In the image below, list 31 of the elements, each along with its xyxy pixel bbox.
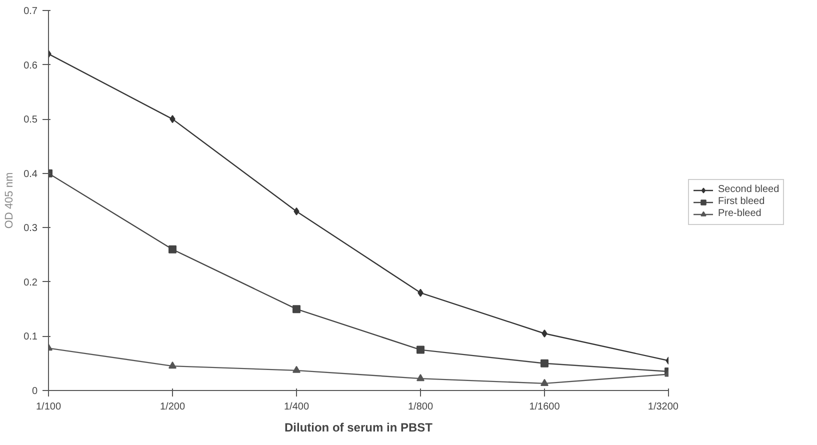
legend-label: First bleed [718, 196, 765, 208]
point [170, 115, 176, 124]
point [542, 330, 548, 338]
point [540, 378, 548, 386]
y-tick-label: 0.3 [24, 223, 38, 234]
y-tick-label: 0.2 [24, 277, 38, 288]
point [292, 366, 300, 373]
point [540, 359, 548, 368]
point [168, 245, 176, 254]
x-tick-label: 1/400 [284, 402, 310, 412]
point [294, 207, 300, 216]
point [418, 288, 424, 297]
x-axis-title: Dilution of serum in PBST [284, 420, 434, 434]
point [292, 305, 300, 314]
x-tick-label: 1/200 [160, 402, 186, 412]
y-tick-label: 0.7 [24, 6, 38, 17]
point [416, 346, 424, 354]
y-tick-label: 0 [32, 386, 38, 397]
x-tick-label: 1/1600 [529, 402, 560, 412]
legend-label: Pre-bleed [718, 208, 762, 220]
x-tick-label: 1/100 [36, 402, 62, 412]
y-axis-title: OD 405 nm [4, 172, 16, 229]
x-tick-label: 1/800 [408, 402, 434, 412]
y-tick-label: 0.6 [24, 60, 38, 72]
y-tick-label: 0.1 [24, 332, 38, 343]
point [168, 362, 176, 369]
y-tick-label: 0.4 [24, 168, 38, 180]
x-tick-label: 1/3200 [648, 402, 679, 412]
y-tick-label: 0.5 [24, 114, 38, 126]
legend-label: Second bleed [718, 184, 780, 196]
point [416, 374, 424, 382]
